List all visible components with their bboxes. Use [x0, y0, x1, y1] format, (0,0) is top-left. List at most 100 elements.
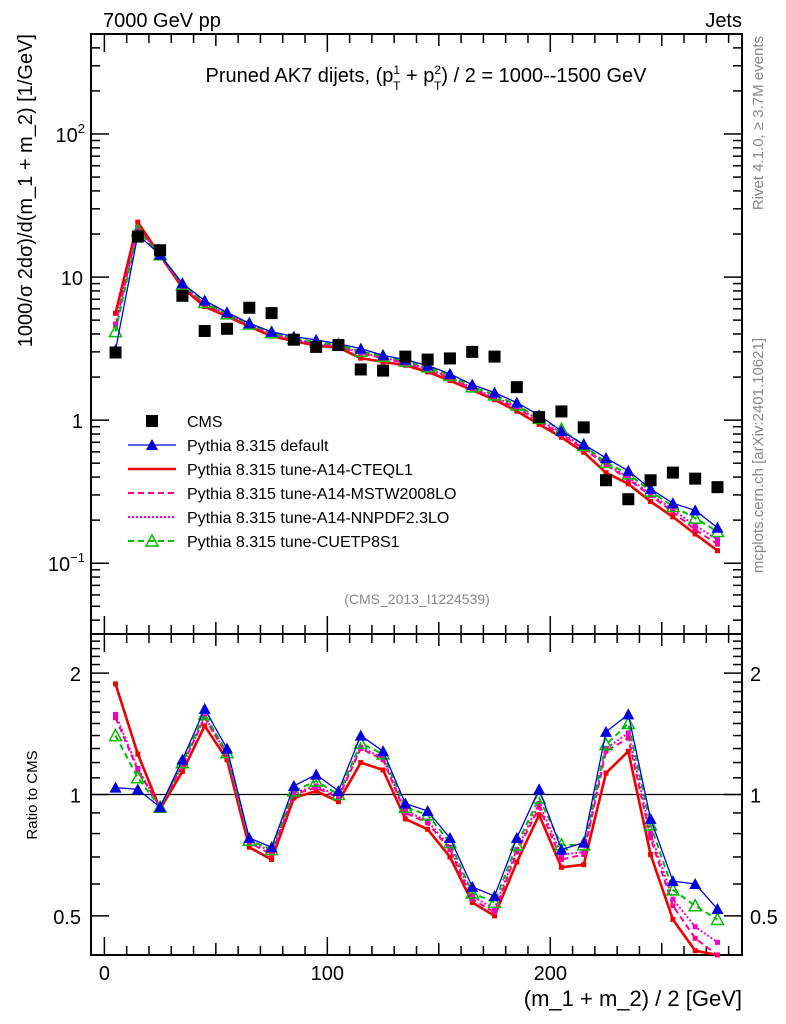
main-point-pythia-8-315-default [622, 464, 635, 476]
ratio-point-pythia-8-315-tune-a14-cteql1 [335, 799, 341, 805]
main-point-pythia-8-315-default [666, 497, 679, 509]
ratio-point-pythia-8-315-tune-a14-mstw2008lo [692, 935, 698, 941]
main-point-pythia-8-315-tune-a14-mstw2008lo [692, 527, 698, 533]
ratio-point-pythia-8-315-default [622, 708, 635, 720]
ratio-point-pythia-8-315-tune-cuetp8s1 [308, 773, 324, 787]
main-line-pythia-8-315-tune-a14-cteql1 [114, 219, 719, 552]
main-point-pythia-8-315-default [577, 438, 590, 450]
main-point-pythia-8-315-tune-a14-cteql1 [603, 470, 609, 476]
ratio-point-pythia-8-315-tune-a14-nnpdf2-3lo [335, 793, 341, 799]
legend-marker-pythia-8-315-default [146, 439, 158, 450]
x-tick-label: 100 [311, 963, 344, 985]
cms-data-point [354, 363, 367, 376]
ratio-point-pythia-8-315-tune-a14-nnpdf2-3lo [291, 790, 297, 796]
main-point-pythia-8-315-default [220, 306, 233, 318]
ratio-point-pythia-8-315-default [287, 779, 300, 791]
ratio-point-pythia-8-315-tune-a14-cteql1 [202, 723, 208, 729]
ratio-point-pythia-8-315-tune-a14-nnpdf2-3lo [135, 766, 141, 772]
cms-data-point [711, 481, 724, 494]
ratio-point-pythia-8-315-tune-cuetp8s1 [710, 911, 725, 926]
cms-data-point [666, 466, 679, 479]
ratio-point-pythia-8-315-default [443, 832, 456, 844]
ratio-point-pythia-8-315-default [154, 801, 167, 813]
ratio-point-pythia-8-315-default [354, 729, 367, 741]
main-point-pythia-8-315-tune-a14-cteql1 [648, 499, 654, 505]
cms-data-point [399, 350, 412, 363]
main-y-tick-label: 1 [72, 411, 83, 433]
cms-data-point [622, 493, 635, 506]
ratio-point-pythia-8-315-tune-a14-nnpdf2-3lo [425, 818, 431, 824]
main-point-pythia-8-315-tune-a14-cteql1 [558, 434, 564, 440]
main-y-tick-label: 102 [56, 121, 85, 147]
ratio-y-tick-label-right: 0.5 [750, 907, 778, 929]
ratio-point-pythia-8-315-default [644, 812, 657, 824]
ratio-y-tick-label-right: 1 [750, 786, 761, 808]
ratio-point-pythia-8-315-tune-a14-cteql1 [135, 751, 141, 757]
ratio-series-group [108, 681, 725, 958]
cms-data-point [421, 353, 434, 366]
legend-marker-cms [146, 415, 158, 427]
main-point-pythia-8-315-tune-a14-nnpdf2-3lo [714, 537, 720, 543]
ratio-point-pythia-8-315-tune-a14-nnpdf2-3lo [670, 896, 676, 902]
ratio-point-pythia-8-315-default [332, 785, 345, 797]
main-point-pythia-8-315-default [377, 349, 390, 361]
ratio-point-pythia-8-315-default [510, 832, 523, 844]
ratio-point-pythia-8-315-tune-a14-cteql1 [648, 851, 654, 857]
legend-entry-pythia-8-315-tune-a14-cteql1: Pythia 8.315 tune-A14-CTEQL1 [128, 462, 413, 479]
ratio-point-pythia-8-315-tune-a14-nnpdf2-3lo [358, 744, 364, 750]
ratio-line-pythia-8-315-default [115, 707, 718, 910]
cms-data-point [377, 364, 390, 377]
ratio-point-pythia-8-315-tune-a14-mstw2008lo [670, 903, 676, 909]
main-point-pythia-8-315-default [689, 504, 702, 516]
ratio-y-tick-label: 0.5 [53, 907, 81, 929]
cms-data-point [131, 230, 144, 243]
legend-entry-pythia-8-315-tune-a14-nnpdf2-3lo: Pythia 8.315 tune-A14-NNPDF2.3LO [128, 510, 449, 527]
ratio-point-pythia-8-315-tune-a14-cteql1 [536, 812, 542, 818]
cms-data-point [577, 421, 590, 434]
ratio-point-pythia-8-315-tune-a14-cteql1 [670, 916, 676, 922]
ratio-point-pythia-8-315-tune-a14-cteql1 [425, 826, 431, 832]
ratio-point-pythia-8-315-tune-a14-nnpdf2-3lo [469, 893, 475, 899]
cms-data-point [109, 346, 122, 359]
main-point-pythia-8-315-tune-a14-cteql1 [358, 355, 364, 361]
ratio-y-axis-label: Ratio to CMS [24, 750, 41, 839]
legend-entry-pythia-8-315-default: Pythia 8.315 default [128, 438, 329, 455]
ratio-point-pythia-8-315-default [243, 832, 256, 844]
ratio-point-pythia-8-315-tune-a14-cteql1 [358, 760, 364, 766]
ratio-point-pythia-8-315-tune-a14-mstw2008lo [714, 952, 720, 958]
ratio-point-pythia-8-315-default [555, 843, 568, 855]
main-point-pythia-8-315-tune-a14-mstw2008lo [714, 541, 720, 547]
legend-label-pythia-8-315-tune-a14-mstw2008lo: Pythia 8.315 tune-A14-MSTW2008LO [187, 486, 456, 503]
ratio-point-pythia-8-315-tune-cuetp8s1 [130, 770, 146, 784]
main-point-pythia-8-315-tune-a14-cteql1 [514, 408, 520, 414]
ratio-point-pythia-8-315-tune-a14-mstw2008lo [536, 804, 542, 810]
ratio-point-pythia-8-315-tune-a14-nnpdf2-3lo [179, 763, 185, 769]
main-point-pythia-8-315-tune-cuetp8s1 [687, 510, 703, 524]
cms-data-point [555, 405, 568, 418]
ratio-point-pythia-8-315-tune-a14-cteql1 [113, 681, 119, 687]
main-point-pythia-8-315-tune-a14-nnpdf2-3lo [625, 474, 631, 480]
main-line-pythia-8-315-default [114, 233, 718, 529]
main-y-tick-label: 10 [61, 268, 83, 290]
analysis-tag: (CMS_2013_I1224539) [344, 591, 490, 607]
ratio-point-pythia-8-315-default [666, 875, 679, 887]
cms-data-point [310, 340, 323, 353]
ratio-series-pythia-8-315-tune-a14-nnpdf2-3lo [113, 711, 720, 945]
ratio-point-pythia-8-315-default [265, 841, 278, 853]
main-y-axis-label: 1000/σ 2dσ)/d(m_1 + m_2) [1/GeV] [15, 34, 37, 347]
ratio-point-pythia-8-315-tune-a14-nnpdf2-3lo [581, 849, 587, 855]
ratio-point-pythia-8-315-tune-a14-cteql1 [402, 816, 408, 822]
main-point-pythia-8-315-default [265, 325, 278, 337]
ratio-point-pythia-8-315-tune-a14-nnpdf2-3lo [402, 808, 408, 814]
main-series-group [108, 219, 725, 554]
cms-data-point [689, 472, 702, 485]
legend-label-pythia-8-315-tune-cuetp8s1: Pythia 8.315 tune-CUETP8S1 [187, 534, 400, 551]
plot-title: Pruned AK7 dijets, (p1 T + p2 T) / 2 = 100… [205, 63, 647, 93]
main-point-pythia-8-315-tune-a14-cteql1 [670, 514, 676, 520]
ratio-point-pythia-8-315-tune-a14-nnpdf2-3lo [492, 906, 498, 912]
cms-data-point [443, 352, 456, 365]
ratio-point-pythia-8-315-tune-a14-nnpdf2-3lo [648, 831, 654, 837]
main-point-pythia-8-315-default [354, 342, 367, 354]
cms-data-point [600, 474, 613, 487]
ratio-point-pythia-8-315-tune-a14-nnpdf2-3lo [625, 730, 631, 736]
